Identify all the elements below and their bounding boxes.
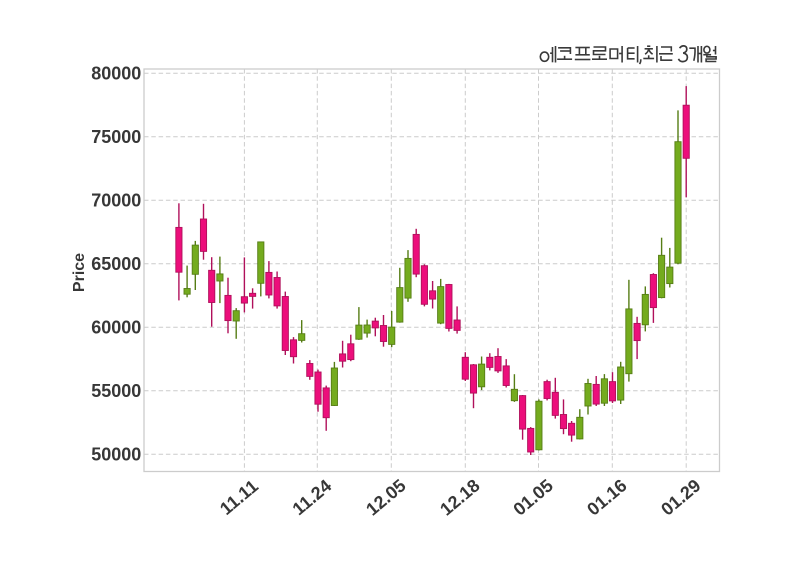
- svg-text:75000: 75000: [91, 127, 141, 147]
- svg-text:55000: 55000: [91, 381, 141, 401]
- svg-text:80000: 80000: [91, 64, 141, 84]
- svg-text:Price: Price: [71, 253, 88, 292]
- svg-text:70000: 70000: [91, 191, 141, 211]
- svg-text:60000: 60000: [91, 318, 141, 338]
- svg-text:65000: 65000: [91, 254, 141, 274]
- svg-text:50000: 50000: [91, 445, 141, 465]
